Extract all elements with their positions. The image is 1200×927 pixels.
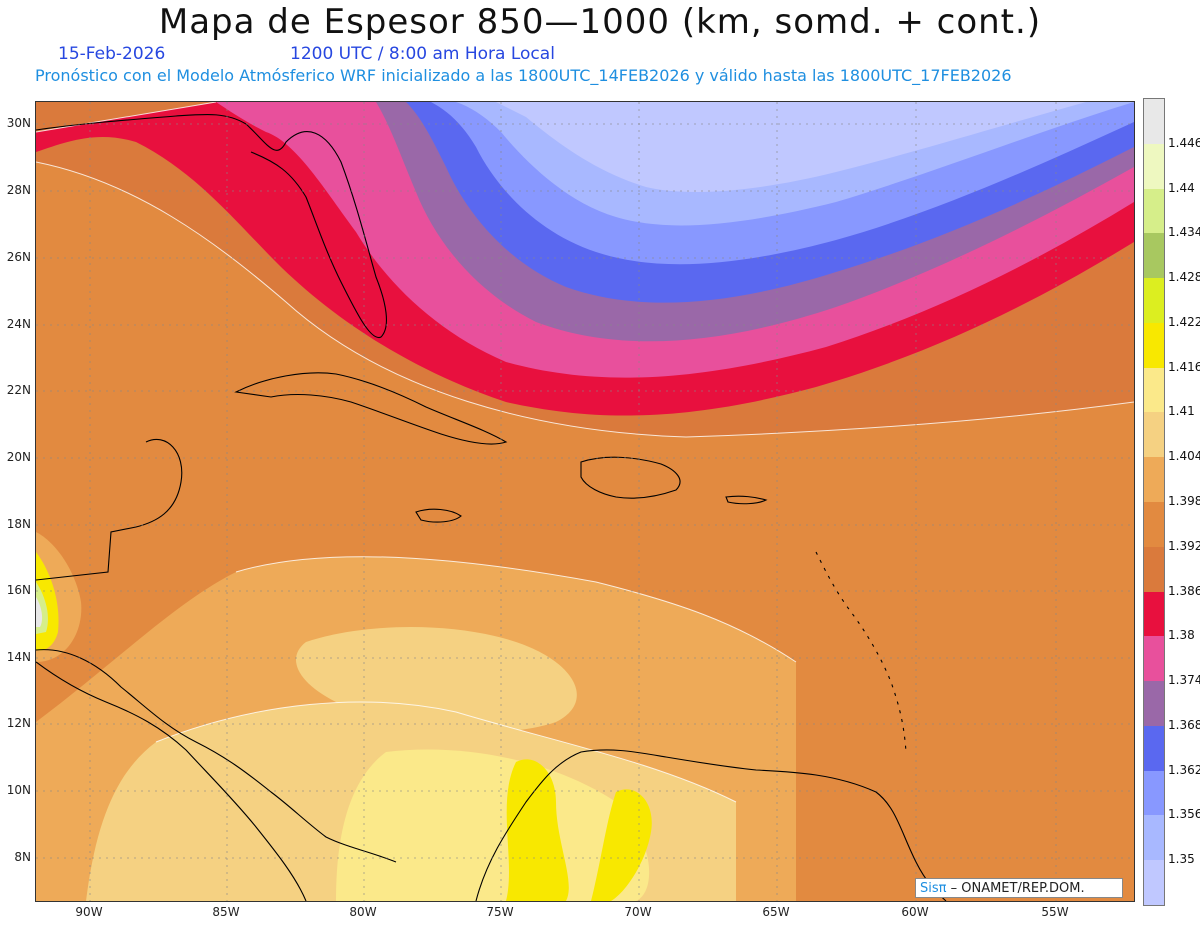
lat-label: 8N <box>14 850 31 864</box>
lat-label: 10N <box>6 783 31 797</box>
lon-label: 75W <box>486 905 514 919</box>
colorbar-level-label: 1.35 <box>1168 852 1195 867</box>
colorbar-segment <box>1144 546 1164 593</box>
lat-label: 18N <box>6 517 31 531</box>
colorbar-level-label: 1.398 <box>1168 494 1200 508</box>
colorbar-level-label: 1.362 <box>1168 762 1200 777</box>
colorbar-level-label: 1.446 <box>1168 135 1200 150</box>
colorbar-segment <box>1144 457 1164 503</box>
colorbar-segment <box>1144 322 1164 369</box>
lat-label: 26N <box>6 250 31 264</box>
lat-label: 30N <box>6 116 31 130</box>
colorbar-segment <box>1144 591 1164 637</box>
colorbar-level-label: 1.428 <box>1168 270 1200 285</box>
credit-org: – ONAMET/REP.DOM. <box>950 881 1085 896</box>
lon-label: 90W <box>75 905 103 919</box>
lat-label: 24N <box>6 317 31 331</box>
colorbar-segment <box>1144 502 1164 548</box>
colorbar-level-label: 1.374 <box>1168 673 1200 688</box>
lat-label: 28N <box>6 183 31 197</box>
lat-label: 16N <box>6 583 31 597</box>
lon-label: 70W <box>624 905 652 919</box>
lon-label: 55W <box>1041 905 1069 919</box>
colorbar-level-label: 1.44 <box>1168 180 1195 195</box>
colorbar <box>1143 98 1165 906</box>
colorbar-level-label: 1.386 <box>1168 583 1200 598</box>
colorbar-segment <box>1144 188 1164 234</box>
colorbar-segment <box>1144 860 1164 906</box>
colorbar-segment <box>1144 770 1164 816</box>
colorbar-level-label: 1.368 <box>1168 717 1200 732</box>
lat-label: 14N <box>6 650 31 664</box>
lat-label: 20N <box>6 450 31 464</box>
colorbar-level-label: 1.41 <box>1168 404 1195 419</box>
colorbar-segment <box>1144 278 1164 324</box>
forecast-date: 15-Feb-2026 <box>58 44 166 64</box>
credit-box: Sisπ – ONAMET/REP.DOM. <box>915 878 1123 898</box>
lat-label: 12N <box>6 716 31 730</box>
map-title: Mapa de Espesor 850—1000 (km, somd. + co… <box>158 2 1042 42</box>
lon-label: 65W <box>762 905 790 919</box>
model-run-subtitle: Pronóstico con el Modelo Atmósferico WRF… <box>35 66 1012 85</box>
colorbar-segment <box>1144 412 1164 458</box>
colorbar-segment <box>1144 725 1164 772</box>
colorbar-segment <box>1144 233 1164 279</box>
map-canvas <box>36 102 1134 901</box>
colorbar-level-label: 1.434 <box>1168 225 1200 240</box>
colorbar-segment <box>1144 681 1164 727</box>
lat-label: 22N <box>6 383 31 397</box>
colorbar-segment <box>1144 636 1164 682</box>
colorbar-level-label: 1.38 <box>1168 628 1195 643</box>
colorbar-segment <box>1144 815 1164 861</box>
colorbar-level-label: 1.392 <box>1168 538 1200 553</box>
colorbar-level-label: 1.356 <box>1168 807 1200 822</box>
colorbar-segment <box>1144 367 1164 413</box>
colorbar-segment <box>1144 99 1164 145</box>
thickness-map <box>35 101 1135 902</box>
colorbar-level-label: 1.422 <box>1168 314 1200 329</box>
lon-label: 85W <box>212 905 240 919</box>
lon-label: 60W <box>901 905 929 919</box>
colorbar-level-label: 1.404 <box>1168 449 1200 464</box>
forecast-time: 1200 UTC / 8:00 am Hora Local <box>290 44 555 64</box>
colorbar-segment <box>1144 143 1164 190</box>
credit-brand: Sisπ <box>920 881 947 896</box>
colorbar-level-label: 1.416 <box>1168 359 1200 374</box>
lon-label: 80W <box>349 905 377 919</box>
